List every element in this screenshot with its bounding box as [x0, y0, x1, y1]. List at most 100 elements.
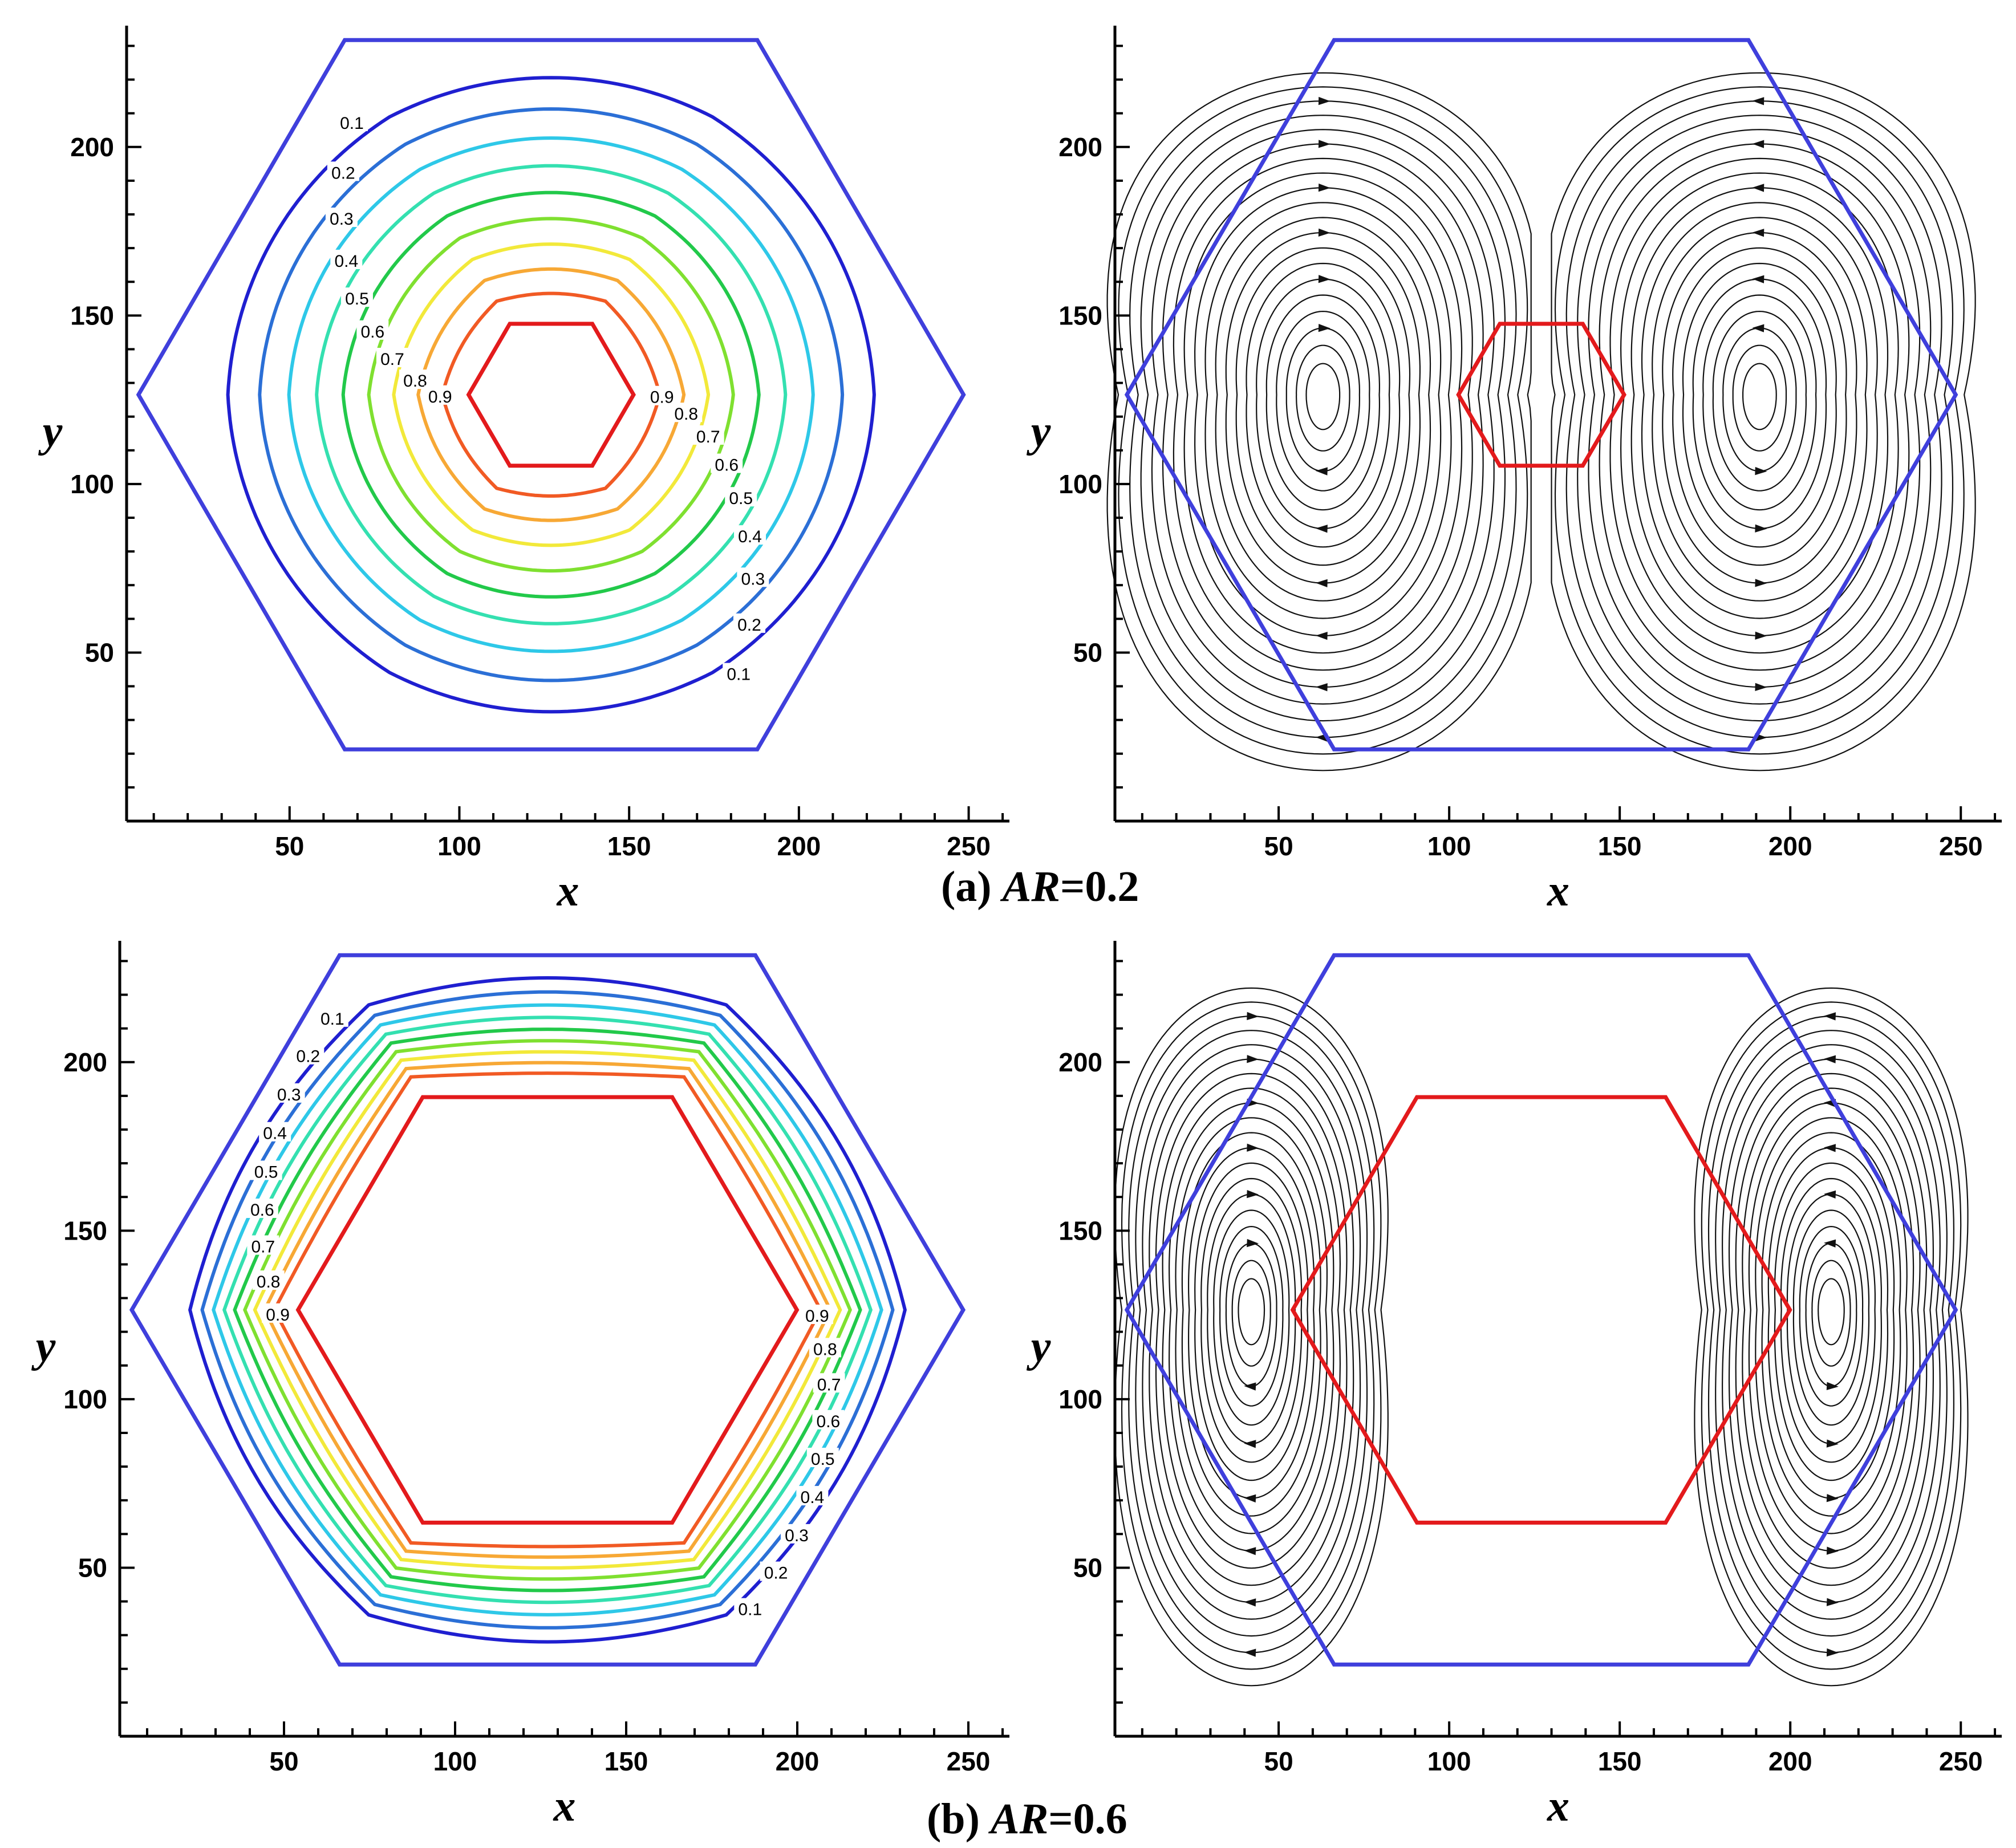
contour-label-bg [424, 385, 456, 405]
x-axis-label: x [557, 866, 579, 915]
streamline [1128, 1016, 1375, 1654]
streamline [1231, 1260, 1271, 1367]
streamline [1599, 143, 1921, 688]
streamline [1140, 115, 1506, 722]
streamline [1712, 310, 1807, 492]
contour-label: 0.8 [257, 1273, 281, 1291]
contour-label: 0.9 [650, 388, 674, 407]
flow-arrow [1826, 1598, 1839, 1606]
flow-arrow [1318, 183, 1331, 192]
flow-arrow [1315, 525, 1328, 533]
streamline [1175, 1117, 1328, 1534]
y-tick-label: 100 [1058, 469, 1102, 499]
panel-a-contour: 0.1 0.1 0.2 0.2 0.3 0.3 0.4 0.4 0.5 0.5 0.6 0.6 0.7 0… [38, 26, 1009, 915]
contour-label-bg [376, 348, 408, 368]
contour-label: 0.1 [738, 1601, 762, 1619]
streamline [1194, 1162, 1309, 1481]
caption-b: (b) AR=0.6 [927, 1795, 1127, 1843]
contour-label-bg [806, 1448, 839, 1468]
flow-arrow [1315, 632, 1328, 640]
streamline [1142, 1044, 1361, 1620]
contour-line [416, 267, 686, 522]
flow-arrow [1755, 683, 1767, 691]
streamline [1106, 72, 1532, 771]
contour-label: 0.9 [805, 1307, 829, 1326]
streamline [1225, 231, 1421, 584]
contour-line [253, 1050, 842, 1570]
inner-hexagon-boundary [1290, 1095, 1792, 1525]
contour-label: 0.6 [817, 1412, 841, 1431]
streamline [1792, 1209, 1870, 1426]
y-tick-label: 200 [1058, 132, 1102, 162]
contour-label: 0.1 [340, 114, 364, 133]
contour-line [200, 990, 895, 1630]
flow-arrow [1315, 683, 1328, 692]
streamline [1168, 1102, 1334, 1552]
streamline [1722, 327, 1797, 472]
inner-hexagon-boundary [295, 1095, 800, 1525]
streamline [1565, 100, 1954, 738]
streamline [1162, 143, 1484, 688]
flow-arrow [1755, 524, 1767, 533]
contour-label: 0.4 [801, 1488, 825, 1507]
y-tick-label: 200 [1058, 1047, 1102, 1077]
caption-variable: AR [1000, 863, 1060, 911]
contour-label-bg [250, 1160, 282, 1180]
streamline [1213, 1209, 1290, 1426]
streamline [1188, 1147, 1315, 1499]
y-axis-label: y [1027, 407, 1051, 456]
caption-a: (a) AR=0.2 [941, 863, 1139, 911]
contour-label: 0.4 [334, 252, 358, 271]
flow-arrow [1824, 1144, 1836, 1152]
streamline [1207, 1193, 1296, 1445]
contour-line [226, 76, 876, 714]
streamline [1780, 1177, 1882, 1463]
contour-line [315, 164, 788, 626]
flow-arrow [1826, 1546, 1839, 1555]
contour-label: 0.5 [254, 1163, 278, 1181]
flow-arrow [1826, 1439, 1839, 1448]
contour-label-bg [781, 1524, 813, 1544]
y-tick-label: 200 [63, 1047, 107, 1077]
streamline [1225, 1242, 1277, 1387]
contour-label-bg [340, 287, 373, 307]
streamline [1742, 363, 1777, 430]
streamline [1246, 262, 1401, 548]
contour-label: 0.6 [360, 323, 384, 342]
contour-lines: 0.10.10.20.20.30.30.40.40.50.50.60.60.70… [188, 976, 907, 1644]
y-tick-label: 150 [63, 1216, 107, 1245]
contour-label-bg [259, 1122, 291, 1142]
x-tick-label: 50 [269, 1747, 298, 1776]
flow-arrow [1318, 96, 1331, 105]
streamline [1129, 100, 1517, 738]
flow-arrow [1244, 1440, 1256, 1448]
streamline [1554, 86, 1965, 755]
streamline [1818, 1278, 1845, 1346]
flow-arrow [1247, 1055, 1259, 1063]
y-axis-label: y [1027, 1322, 1051, 1371]
streamline [1114, 987, 1389, 1687]
contour-label: 0.8 [403, 372, 427, 391]
y-tick-label: 100 [70, 469, 114, 499]
inner-hexagon-boundary [1456, 322, 1626, 468]
contour-label-bg [252, 1270, 285, 1290]
contour-label: 0.3 [330, 210, 354, 229]
contour-line [212, 1003, 883, 1617]
contour-label: 0.5 [729, 489, 753, 508]
streamlines [1106, 72, 1976, 771]
contour-label-bg [292, 1045, 324, 1065]
caption-value: =0.2 [1060, 863, 1139, 911]
contour-line [222, 1016, 873, 1605]
contour-label-bg [733, 613, 765, 633]
x-tick-label: 150 [605, 1747, 648, 1776]
contour-label-bg [813, 1373, 845, 1393]
x-tick-label: 150 [607, 831, 651, 861]
streamline [1238, 1278, 1265, 1346]
contour-line [188, 976, 907, 1644]
streamline [1135, 1030, 1368, 1637]
flow-arrow [1315, 579, 1328, 587]
streamline [1692, 278, 1827, 530]
contour-line [258, 107, 845, 683]
x-axis-label: x [553, 1781, 576, 1830]
